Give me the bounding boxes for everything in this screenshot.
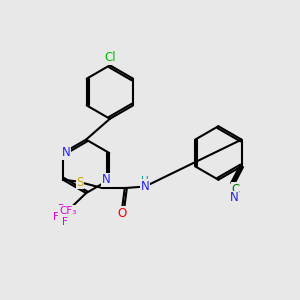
Text: N: N [230,191,239,204]
Text: F: F [62,217,68,227]
Text: N: N [141,180,149,193]
Text: S: S [76,176,84,189]
Text: F: F [58,204,64,214]
Text: C: C [232,183,240,196]
Text: N: N [102,173,111,186]
Text: CF₃: CF₃ [59,206,76,216]
Text: Cl: Cl [104,51,116,64]
Text: F: F [53,212,59,223]
Text: N: N [61,146,70,160]
Text: H: H [141,176,149,186]
Text: O: O [117,206,126,220]
